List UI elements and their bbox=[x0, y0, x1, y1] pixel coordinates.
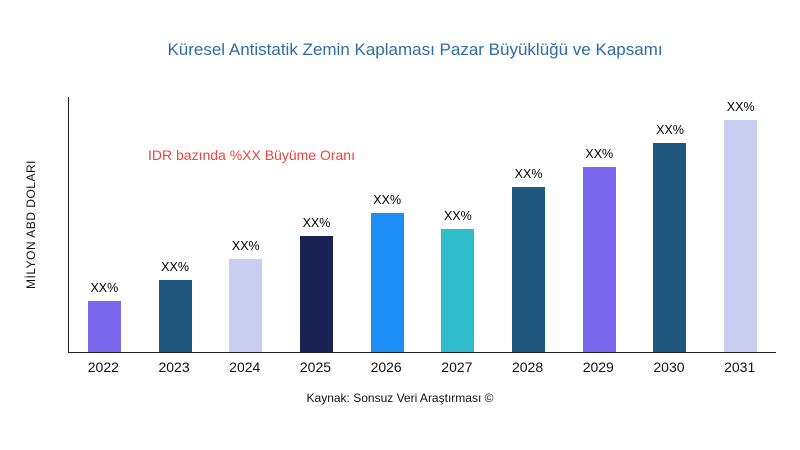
bar-value-label: XX% bbox=[161, 260, 189, 274]
bar bbox=[158, 280, 192, 352]
bar-group: XX% bbox=[493, 167, 564, 352]
bar-value-label: XX% bbox=[443, 209, 472, 223]
bar-group: XX% bbox=[281, 216, 352, 352]
bar bbox=[87, 301, 121, 352]
bar-value-label: XX% bbox=[585, 147, 614, 161]
bar-group: XX% bbox=[423, 209, 494, 352]
bar-group: XX% bbox=[210, 239, 281, 352]
bar-group: XX% bbox=[140, 260, 211, 352]
bar-group: XX% bbox=[69, 281, 140, 352]
bar bbox=[370, 213, 404, 352]
x-tick-label: 2029 bbox=[582, 359, 614, 375]
bar-value-label: XX% bbox=[90, 281, 119, 295]
bar-group: XX% bbox=[564, 147, 635, 352]
bar-value-label: XX% bbox=[726, 100, 755, 114]
x-tick-label: 2030 bbox=[653, 359, 685, 375]
chart-title: Küresel Antistatik Zemin Kaplaması Pazar… bbox=[167, 40, 663, 59]
bar-group: XX% bbox=[635, 123, 706, 352]
bar bbox=[653, 143, 687, 352]
bar-value-label: XX% bbox=[656, 123, 684, 137]
x-tick-label: 2024 bbox=[229, 359, 261, 375]
bar-group: XX% bbox=[705, 100, 776, 352]
x-axis-tick-labels: 2022 2023 2024 2025 2026 2027 2028 2029 2030 2031 bbox=[68, 359, 775, 375]
bar bbox=[724, 120, 758, 352]
bar bbox=[512, 187, 546, 352]
bar bbox=[299, 236, 333, 352]
x-tick-label: 2025 bbox=[299, 359, 332, 375]
bars-container: XX% XX% XX% XX% XX% XX% XX% XX% XX% XX% bbox=[69, 97, 776, 352]
x-tick-label: 2027 bbox=[441, 359, 473, 375]
bar-value-label: XX% bbox=[302, 216, 331, 230]
bar-group: XX% bbox=[352, 193, 423, 352]
bar-value-label: XX% bbox=[231, 239, 260, 253]
y-axis-label: MİLYON ABD DOLARI bbox=[24, 160, 38, 289]
bar-value-label: XX% bbox=[514, 167, 543, 181]
bar-value-label: XX% bbox=[373, 193, 402, 207]
x-tick-label: 2031 bbox=[724, 359, 756, 375]
x-tick-label: 2022 bbox=[87, 359, 119, 375]
bar bbox=[582, 167, 616, 352]
plot-area: XX% XX% XX% XX% XX% XX% XX% XX% XX% XX% bbox=[68, 97, 776, 353]
growth-rate-annotation: IDR bazında %XX Büyüme Oranı bbox=[148, 147, 355, 163]
x-tick-label: 2028 bbox=[511, 359, 544, 375]
x-tick-label: 2026 bbox=[370, 359, 402, 375]
bar bbox=[229, 259, 263, 352]
source-caption: Kaynak: Sonsuz Veri Araştırması © bbox=[306, 391, 494, 405]
bar bbox=[441, 229, 475, 352]
x-tick-label: 2023 bbox=[158, 359, 190, 375]
